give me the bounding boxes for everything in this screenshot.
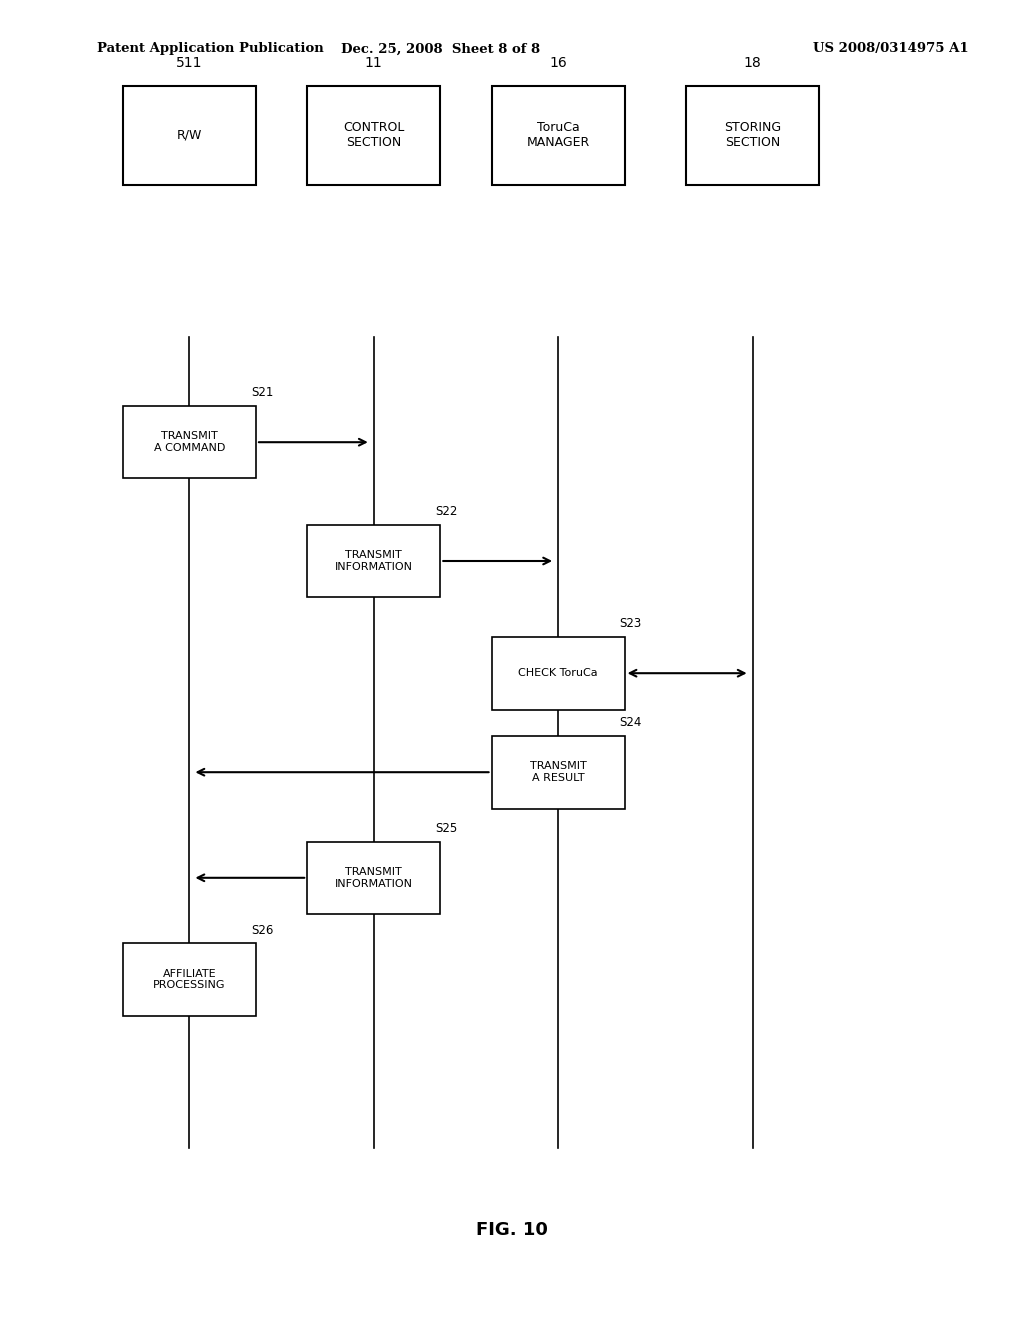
FancyBboxPatch shape bbox=[686, 86, 819, 185]
FancyBboxPatch shape bbox=[123, 86, 256, 185]
Text: S23: S23 bbox=[620, 618, 642, 631]
FancyBboxPatch shape bbox=[123, 942, 256, 1016]
Text: FIG. 10: FIG. 10 bbox=[476, 1221, 548, 1239]
FancyBboxPatch shape bbox=[307, 842, 440, 913]
Text: S25: S25 bbox=[435, 822, 458, 834]
Text: 18: 18 bbox=[743, 55, 762, 70]
FancyBboxPatch shape bbox=[492, 737, 625, 808]
Text: CHECK ToruCa: CHECK ToruCa bbox=[518, 668, 598, 678]
FancyBboxPatch shape bbox=[123, 405, 256, 478]
Text: US 2008/0314975 A1: US 2008/0314975 A1 bbox=[813, 42, 969, 55]
Text: S24: S24 bbox=[620, 717, 642, 729]
Text: 16: 16 bbox=[549, 55, 567, 70]
Text: S21: S21 bbox=[251, 387, 273, 399]
Text: ToruCa
MANAGER: ToruCa MANAGER bbox=[526, 121, 590, 149]
Text: STORING
SECTION: STORING SECTION bbox=[724, 121, 781, 149]
Text: Patent Application Publication: Patent Application Publication bbox=[97, 42, 324, 55]
Text: 511: 511 bbox=[176, 55, 203, 70]
Text: TRANSMIT
INFORMATION: TRANSMIT INFORMATION bbox=[335, 867, 413, 888]
FancyBboxPatch shape bbox=[492, 638, 625, 710]
Text: S22: S22 bbox=[435, 506, 458, 519]
Text: Dec. 25, 2008  Sheet 8 of 8: Dec. 25, 2008 Sheet 8 of 8 bbox=[341, 42, 540, 55]
Text: AFFILIATE
PROCESSING: AFFILIATE PROCESSING bbox=[154, 969, 225, 990]
Text: TRANSMIT
A RESULT: TRANSMIT A RESULT bbox=[529, 762, 587, 783]
FancyBboxPatch shape bbox=[307, 86, 440, 185]
Text: R/W: R/W bbox=[177, 129, 202, 141]
Text: CONTROL
SECTION: CONTROL SECTION bbox=[343, 121, 404, 149]
FancyBboxPatch shape bbox=[307, 524, 440, 597]
FancyBboxPatch shape bbox=[492, 86, 625, 185]
Text: 11: 11 bbox=[365, 55, 383, 70]
Text: TRANSMIT
A COMMAND: TRANSMIT A COMMAND bbox=[154, 432, 225, 453]
Text: S26: S26 bbox=[251, 924, 273, 937]
Text: TRANSMIT
INFORMATION: TRANSMIT INFORMATION bbox=[335, 550, 413, 572]
